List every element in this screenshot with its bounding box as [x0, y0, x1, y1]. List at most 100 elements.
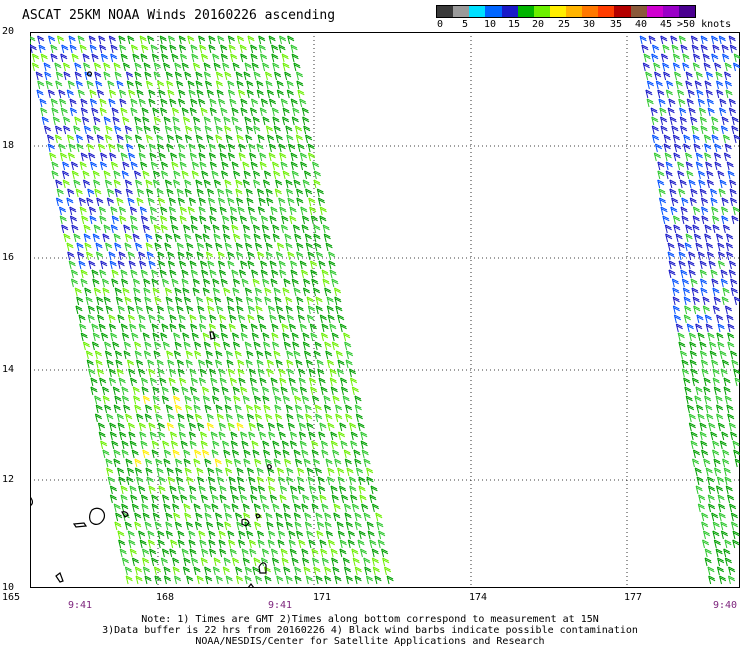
wind-barb: [271, 332, 279, 342]
wind-barb: [704, 143, 712, 153]
wind-barb: [147, 359, 155, 369]
wind-barb: [357, 422, 365, 432]
wind-barb: [313, 170, 322, 180]
wind-barb: [172, 116, 180, 126]
wind-barb: [655, 80, 663, 90]
wind-barb: [280, 98, 288, 108]
wind-barb: [706, 98, 714, 108]
wind-barb: [304, 233, 312, 243]
wind-barb: [361, 503, 369, 513]
wind-barb: [271, 323, 279, 333]
wind-barb: [272, 161, 280, 171]
wind-barb: [142, 224, 150, 234]
wind-barb: [198, 35, 206, 45]
wind-barb: [283, 278, 291, 288]
wind-barb: [726, 233, 734, 243]
wind-barb: [693, 143, 701, 153]
wind-barb: [144, 404, 153, 414]
wind-barb: [266, 521, 274, 531]
wind-barb: [683, 377, 691, 387]
wind-barb: [130, 44, 139, 54]
wind-barb: [139, 539, 147, 549]
wind-barb: [224, 395, 232, 405]
wind-barb: [225, 413, 233, 423]
wind-barb: [272, 386, 280, 396]
wind-barb: [386, 575, 394, 585]
wind-barb: [282, 62, 290, 72]
wind-barb: [342, 557, 350, 567]
wind-barb: [186, 413, 194, 423]
wind-barb: [305, 575, 313, 585]
wind-barb: [685, 152, 693, 162]
wind-barb: [227, 197, 235, 207]
wind-barb: [306, 296, 314, 306]
wind-barb: [250, 53, 258, 63]
wind-barb: [681, 368, 690, 378]
wind-barb: [304, 404, 312, 414]
wind-barb: [155, 413, 163, 423]
wind-barb: [78, 314, 86, 324]
legend-swatch: [630, 6, 647, 17]
wind-barb: [125, 458, 133, 468]
wind-barb: [174, 404, 183, 414]
wind-barb: [332, 566, 340, 576]
wind-barb: [233, 233, 241, 243]
wind-barb: [698, 107, 707, 117]
wind-barb: [81, 116, 90, 126]
wind-barb: [176, 242, 184, 252]
wind-barb: [339, 539, 347, 549]
wind-barb: [127, 314, 136, 324]
wind-barb: [275, 413, 283, 423]
wind-barb: [293, 503, 301, 513]
wind-barb: [705, 323, 713, 333]
wind-barb: [257, 134, 265, 144]
wind-barb: [71, 170, 79, 180]
wind-barb: [168, 197, 176, 207]
wind-barb: [727, 494, 735, 504]
wind-barb: [209, 269, 217, 279]
wind-barb: [310, 260, 318, 270]
wind-barb: [343, 449, 351, 459]
wind-barb: [198, 530, 206, 540]
latitude-label: 16: [2, 252, 15, 263]
wind-barb: [134, 566, 142, 576]
wind-barb: [247, 305, 255, 315]
wind-barb: [268, 431, 276, 441]
wind-barb: [90, 377, 98, 387]
wind-barb: [264, 575, 272, 585]
wind-barb: [179, 206, 187, 216]
wind-barb: [239, 215, 247, 225]
wind-barb: [102, 287, 110, 297]
wind-barb: [692, 206, 701, 216]
wind-barb: [123, 341, 132, 351]
wind-barb: [290, 386, 299, 396]
wind-barb: [325, 458, 333, 468]
wind-barb: [59, 215, 67, 225]
wind-barb: [674, 71, 682, 81]
wind-barb: [189, 440, 197, 450]
wind-barb: [172, 557, 180, 567]
wind-barb: [236, 134, 244, 144]
wind-barb: [731, 125, 739, 135]
wind-barb: [225, 134, 233, 144]
wind-barb: [313, 233, 321, 243]
legend-swatch: [646, 6, 663, 17]
wind-barb: [217, 188, 225, 198]
wind-barb: [49, 152, 57, 162]
wind-barb: [38, 44, 46, 54]
wind-barb: [153, 125, 161, 135]
wind-barb: [208, 35, 216, 45]
wind-barb: [280, 548, 288, 558]
wind-barb: [665, 161, 673, 171]
wind-barb: [215, 467, 223, 477]
wind-barb: [169, 314, 177, 324]
wind-barb: [177, 422, 185, 432]
wind-barb: [265, 188, 273, 198]
wind-barb: [148, 98, 156, 108]
wind-barb: [682, 53, 690, 63]
wind-barb: [730, 350, 738, 360]
wind-barb: [306, 314, 315, 324]
wind-barb: [156, 359, 164, 369]
wind-barb: [229, 548, 237, 558]
wind-barb: [176, 305, 184, 315]
